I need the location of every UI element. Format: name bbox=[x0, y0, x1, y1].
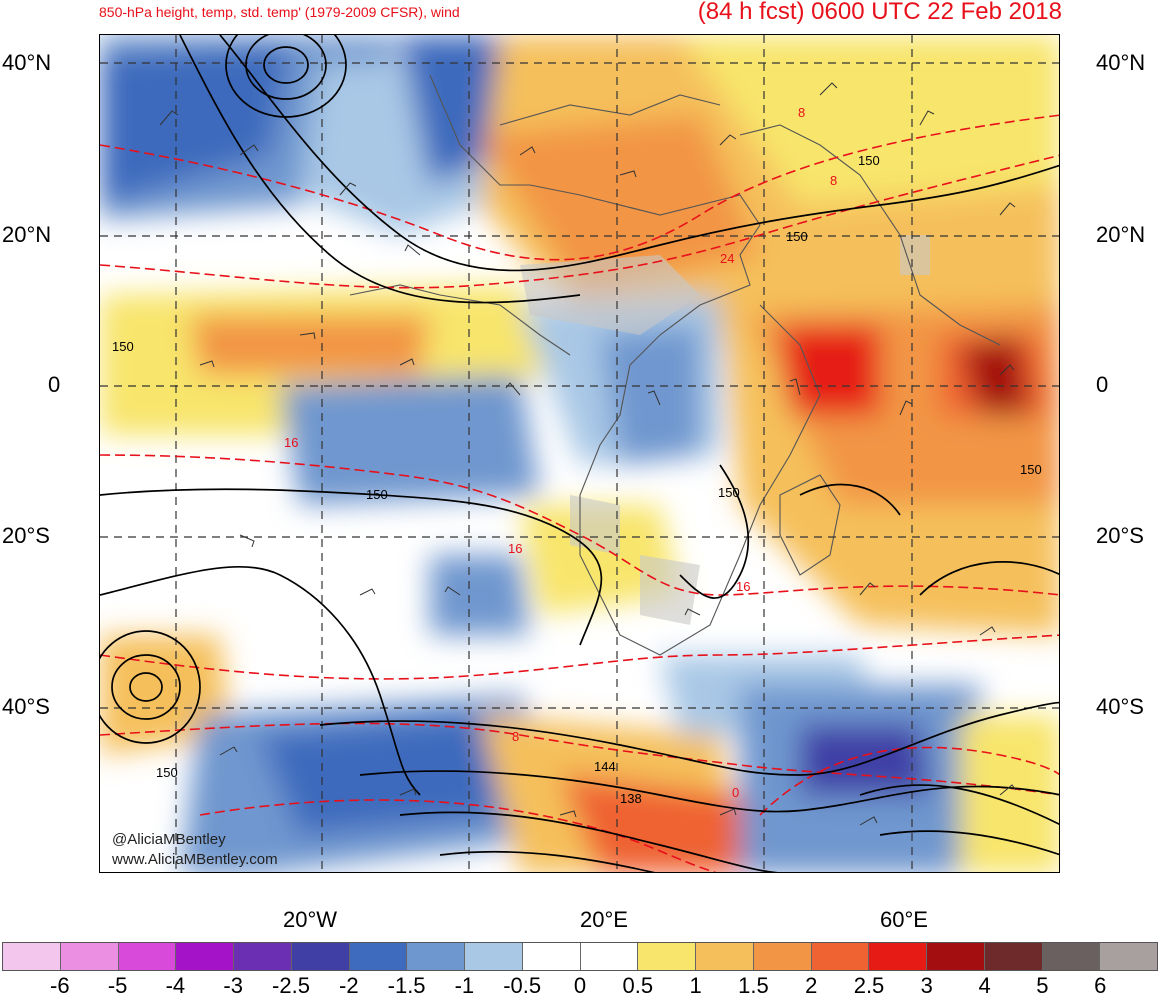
temperature-contour-labels: 8 8 24 16 16 16 8 0 bbox=[284, 105, 837, 800]
colorbar-swatch bbox=[407, 943, 465, 970]
temperature-label: 8 bbox=[512, 729, 519, 744]
map-canvas: 150 150 150 150 150 150 150 144 138 8 8 … bbox=[100, 35, 1059, 872]
colorbar-swatch bbox=[696, 943, 754, 970]
colorbar-swatch bbox=[638, 943, 696, 970]
colorbar-tick-label: 2.5 bbox=[853, 973, 885, 998]
map-panel: 150 150 150 150 150 150 150 144 138 8 8 … bbox=[99, 34, 1060, 873]
colorbar-swatch bbox=[1042, 943, 1101, 970]
temperature-contours bbox=[100, 114, 1059, 872]
temperature-label: 8 bbox=[798, 105, 805, 120]
colorbar-swatch bbox=[291, 943, 350, 970]
colorbar-swatch bbox=[984, 943, 1043, 970]
colorbar-swatch bbox=[811, 943, 870, 970]
colorbar bbox=[2, 942, 1158, 971]
colorbar-swatch bbox=[927, 943, 985, 970]
height-label: 150 bbox=[858, 153, 880, 168]
lat-label-20n-left: 20°N bbox=[2, 222, 52, 247]
temperature-label: 16 bbox=[736, 579, 750, 594]
lon-label-20w: 20°W bbox=[283, 907, 338, 932]
colorbar-swatch bbox=[60, 943, 119, 970]
colorbar-tick-label: 4 bbox=[978, 973, 991, 998]
colorbar-swatch bbox=[580, 943, 639, 970]
lat-label-40s-left: 40°S bbox=[2, 694, 50, 719]
lon-label-60e: 60°E bbox=[880, 907, 928, 932]
temperature-label: 16 bbox=[284, 435, 298, 450]
credit-twitter: @AliciaMBentley bbox=[112, 831, 226, 848]
lat-label-20n-right: 20°N bbox=[1096, 222, 1146, 247]
wind-barbs bbox=[159, 82, 1017, 826]
colorbar-labels: -6 -5 -4 -3 -2.5 -2 -1.5 -1 -0.5 0 0.5 1 1.5 2 2.5 3 4 5 6 bbox=[0, 973, 1160, 999]
lat-label-40n-right: 40°N bbox=[1096, 50, 1146, 75]
lat-label-20s-right: 20°S bbox=[1096, 523, 1144, 548]
colorbar-swatch bbox=[234, 943, 292, 970]
height-contours bbox=[100, 35, 1059, 872]
lat-label-eq-left: 0 bbox=[48, 372, 61, 397]
colorbar-tick-label: -0.5 bbox=[503, 973, 542, 998]
colorbar-tick-label: -1 bbox=[454, 973, 475, 998]
colorbar-tick-label: 0 bbox=[573, 973, 587, 998]
graticule bbox=[100, 35, 1059, 872]
credit-website: www.AliciaMBentley.com bbox=[112, 851, 278, 868]
colorbar-tick-label: 0.5 bbox=[622, 973, 654, 998]
height-label: 150 bbox=[786, 229, 808, 244]
temperature-label: 16 bbox=[508, 541, 522, 556]
coastlines bbox=[349, 74, 1001, 656]
colorbar-tick-label: 2 bbox=[805, 973, 818, 998]
height-label: 150 bbox=[156, 765, 178, 780]
colorbar-tick-label: 1.5 bbox=[738, 973, 769, 998]
lon-label-20e: 20°E bbox=[580, 907, 628, 932]
lat-label-20s-left: 20°S bbox=[2, 523, 50, 548]
height-label: 150 bbox=[718, 485, 740, 500]
temperature-label: 8 bbox=[830, 173, 837, 188]
height-label: 144 bbox=[594, 759, 616, 774]
colorbar-tick-label: -6 bbox=[50, 973, 70, 998]
colorbar-tick-label: -2.5 bbox=[272, 973, 310, 998]
colorbar-swatch bbox=[3, 943, 61, 970]
colorbar-swatch bbox=[349, 943, 408, 970]
colorbar-swatch bbox=[753, 943, 812, 970]
temperature-label: 0 bbox=[732, 785, 739, 800]
colorbar-swatch bbox=[869, 943, 927, 970]
height-contour-labels: 150 150 150 150 150 150 150 144 138 bbox=[112, 153, 1042, 806]
colorbar-swatch bbox=[118, 943, 177, 970]
height-label: 138 bbox=[620, 791, 642, 806]
colorbar-tick-label: -4 bbox=[165, 973, 186, 998]
colorbar-tick-label: -5 bbox=[107, 973, 128, 998]
colorbar-tick-label: 5 bbox=[1036, 973, 1049, 998]
colorbar-swatch bbox=[465, 943, 523, 970]
lat-label-eq-right: 0 bbox=[1096, 372, 1109, 397]
colorbar-tick-label: 1 bbox=[689, 973, 702, 998]
colorbar-swatch bbox=[1100, 943, 1157, 970]
map-title-left: 850-hPa height, temp, std. temp' (1979-2… bbox=[99, 4, 460, 20]
height-label: 150 bbox=[112, 339, 134, 354]
colorbar-swatch bbox=[522, 943, 581, 970]
lat-label-40s-right: 40°S bbox=[1096, 694, 1144, 719]
height-label: 150 bbox=[366, 487, 388, 502]
colorbar-tick-label: 6 bbox=[1094, 973, 1107, 998]
colorbar-tick-label: 3 bbox=[920, 973, 933, 998]
temperature-label: 24 bbox=[720, 251, 734, 266]
map-title-right: (84 h fcst) 0600 UTC 22 Feb 2018 bbox=[697, 0, 1062, 25]
height-label: 150 bbox=[1020, 462, 1042, 477]
colorbar-swatch bbox=[176, 943, 234, 970]
lat-label-40n-left: 40°N bbox=[2, 50, 52, 75]
colorbar-tick-label: -3 bbox=[223, 973, 243, 998]
colorbar-tick-label: -2 bbox=[339, 973, 359, 998]
land-mask bbox=[520, 235, 930, 625]
colorbar-tick-label: -1.5 bbox=[387, 973, 426, 998]
